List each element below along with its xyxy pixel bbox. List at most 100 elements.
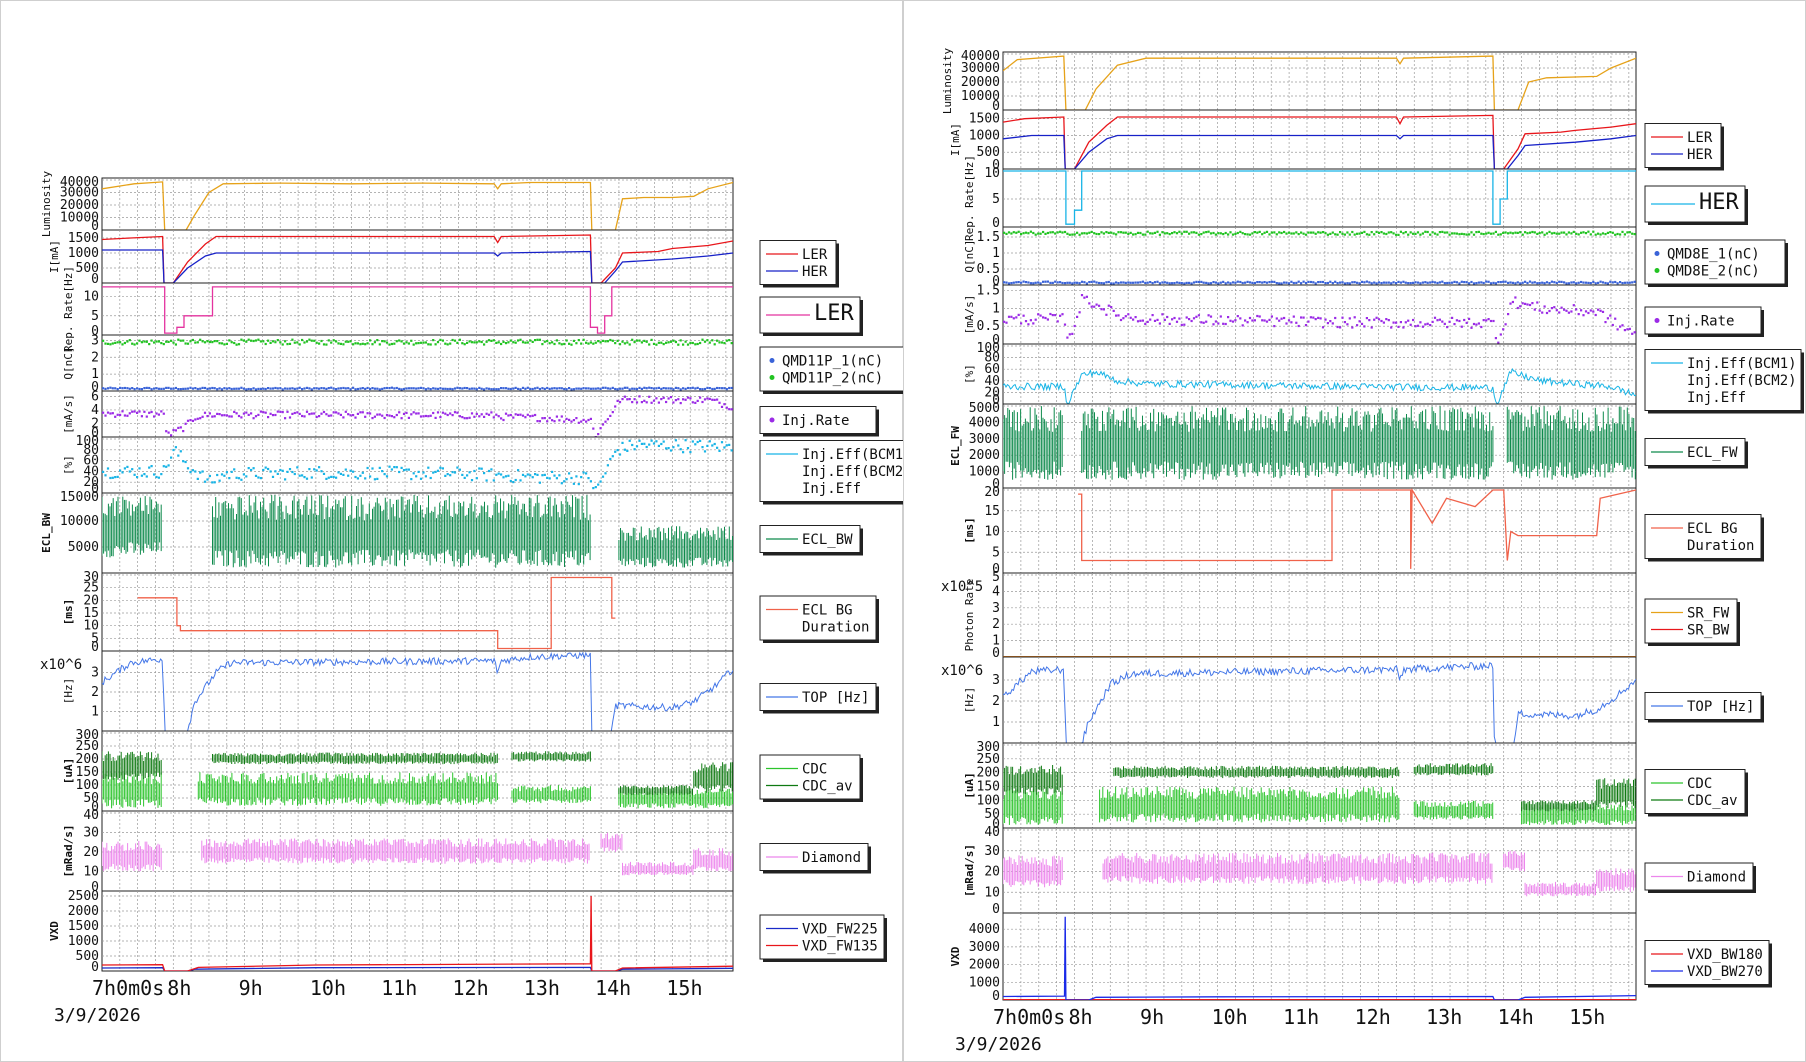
- data-point: [1132, 318, 1135, 321]
- data-point: [121, 343, 124, 346]
- data-point: [606, 340, 609, 343]
- data-point: [660, 442, 663, 446]
- data-point: [1480, 281, 1483, 284]
- data-point: [1192, 317, 1196, 320]
- data-point: [1494, 337, 1497, 340]
- y-tick-label: 500: [76, 949, 99, 964]
- panel-data: [102, 439, 733, 490]
- legend-ecl: ECL_FW: [1644, 438, 1748, 469]
- data-point: [1292, 232, 1295, 235]
- y-axis-exponent: x10^6: [941, 663, 983, 679]
- data-point: [599, 480, 602, 483]
- data-point: [575, 475, 578, 478]
- data-point: [390, 386, 393, 389]
- data-point: [436, 411, 440, 414]
- data-point: [604, 420, 607, 423]
- data-point: [1429, 281, 1432, 284]
- data-point: [1032, 322, 1035, 325]
- data-point: [650, 401, 653, 404]
- data-point: [655, 387, 658, 390]
- panel-data: [1003, 294, 1636, 344]
- data-point: [305, 340, 309, 343]
- legend-label: TOP [Hz]: [802, 690, 869, 706]
- data-point: [1202, 321, 1205, 324]
- data-point: [388, 465, 391, 468]
- data-point: [1234, 319, 1237, 322]
- data-point: [616, 339, 619, 342]
- data-point: [1570, 310, 1573, 313]
- data-point: [1584, 232, 1588, 235]
- data-point: [279, 341, 282, 344]
- data-point: [526, 386, 529, 389]
- data-point: [415, 342, 418, 345]
- data-point: [1258, 230, 1261, 233]
- data-point: [1236, 315, 1239, 318]
- data-point: [1485, 280, 1488, 283]
- data-point: [648, 395, 651, 398]
- data-point: [422, 387, 425, 390]
- data-point: [480, 413, 483, 416]
- data-point: [347, 340, 350, 343]
- data-point: [1105, 281, 1108, 284]
- y-tick-label: 200: [977, 766, 1000, 781]
- data-point: [259, 340, 262, 343]
- data-point: [684, 340, 687, 343]
- data-point: [507, 474, 510, 477]
- data-point: [165, 340, 168, 343]
- data-point: [728, 408, 731, 411]
- data-point: [1175, 281, 1179, 284]
- data-point: [1110, 231, 1113, 234]
- data-point: [1251, 281, 1254, 284]
- data-point: [259, 387, 262, 390]
- data-point: [1180, 232, 1183, 235]
- data-point: [1592, 230, 1595, 233]
- data-point: [490, 339, 493, 342]
- legend-label: Inj.Eff(BCM2): [802, 464, 903, 480]
- data-point: [201, 386, 204, 389]
- legend-label: SR_BW: [1687, 623, 1730, 639]
- data-point: [1188, 281, 1191, 284]
- data-point: [1538, 232, 1541, 235]
- data-point: [1438, 281, 1441, 284]
- data-point: [572, 482, 575, 485]
- panel-data: [102, 234, 733, 283]
- series-ler: [102, 286, 733, 334]
- panel-frame: [1002, 226, 1637, 286]
- data-point: [689, 387, 692, 390]
- data-point: [463, 417, 466, 420]
- y-tick-label: 0: [91, 960, 99, 975]
- legend-label: Inj.Rate: [782, 413, 849, 429]
- data-point: [301, 414, 304, 418]
- data-point: [1151, 232, 1154, 235]
- data-point: [1606, 282, 1609, 285]
- y-tick-label: 20: [83, 593, 99, 608]
- data-point: [114, 341, 117, 344]
- y-tick-label: 300: [76, 728, 99, 743]
- data-point: [1429, 233, 1432, 236]
- data-point: [189, 386, 192, 389]
- data-point: [109, 412, 112, 415]
- y-tick-label: 2500: [68, 889, 99, 904]
- x-tick-label: 8h: [167, 976, 191, 1000]
- data-point: [1399, 281, 1402, 284]
- data-point: [504, 412, 508, 415]
- data-point: [1039, 314, 1042, 317]
- data-point: [635, 401, 639, 404]
- data-point: [677, 398, 680, 401]
- data-point: [1633, 280, 1636, 283]
- data-point: [1509, 281, 1512, 284]
- data-point: [453, 339, 457, 342]
- data-point: [1360, 231, 1364, 234]
- data-point: [308, 338, 311, 341]
- y-tick-label: 40: [83, 808, 99, 823]
- data-point: [1584, 281, 1588, 284]
- data-point: [1071, 282, 1074, 285]
- data-point: [1124, 281, 1127, 284]
- data-point: [1580, 280, 1583, 284]
- data-point: [1078, 311, 1081, 314]
- data-point: [230, 415, 233, 418]
- data-point: [1601, 232, 1605, 235]
- data-point: [376, 477, 379, 480]
